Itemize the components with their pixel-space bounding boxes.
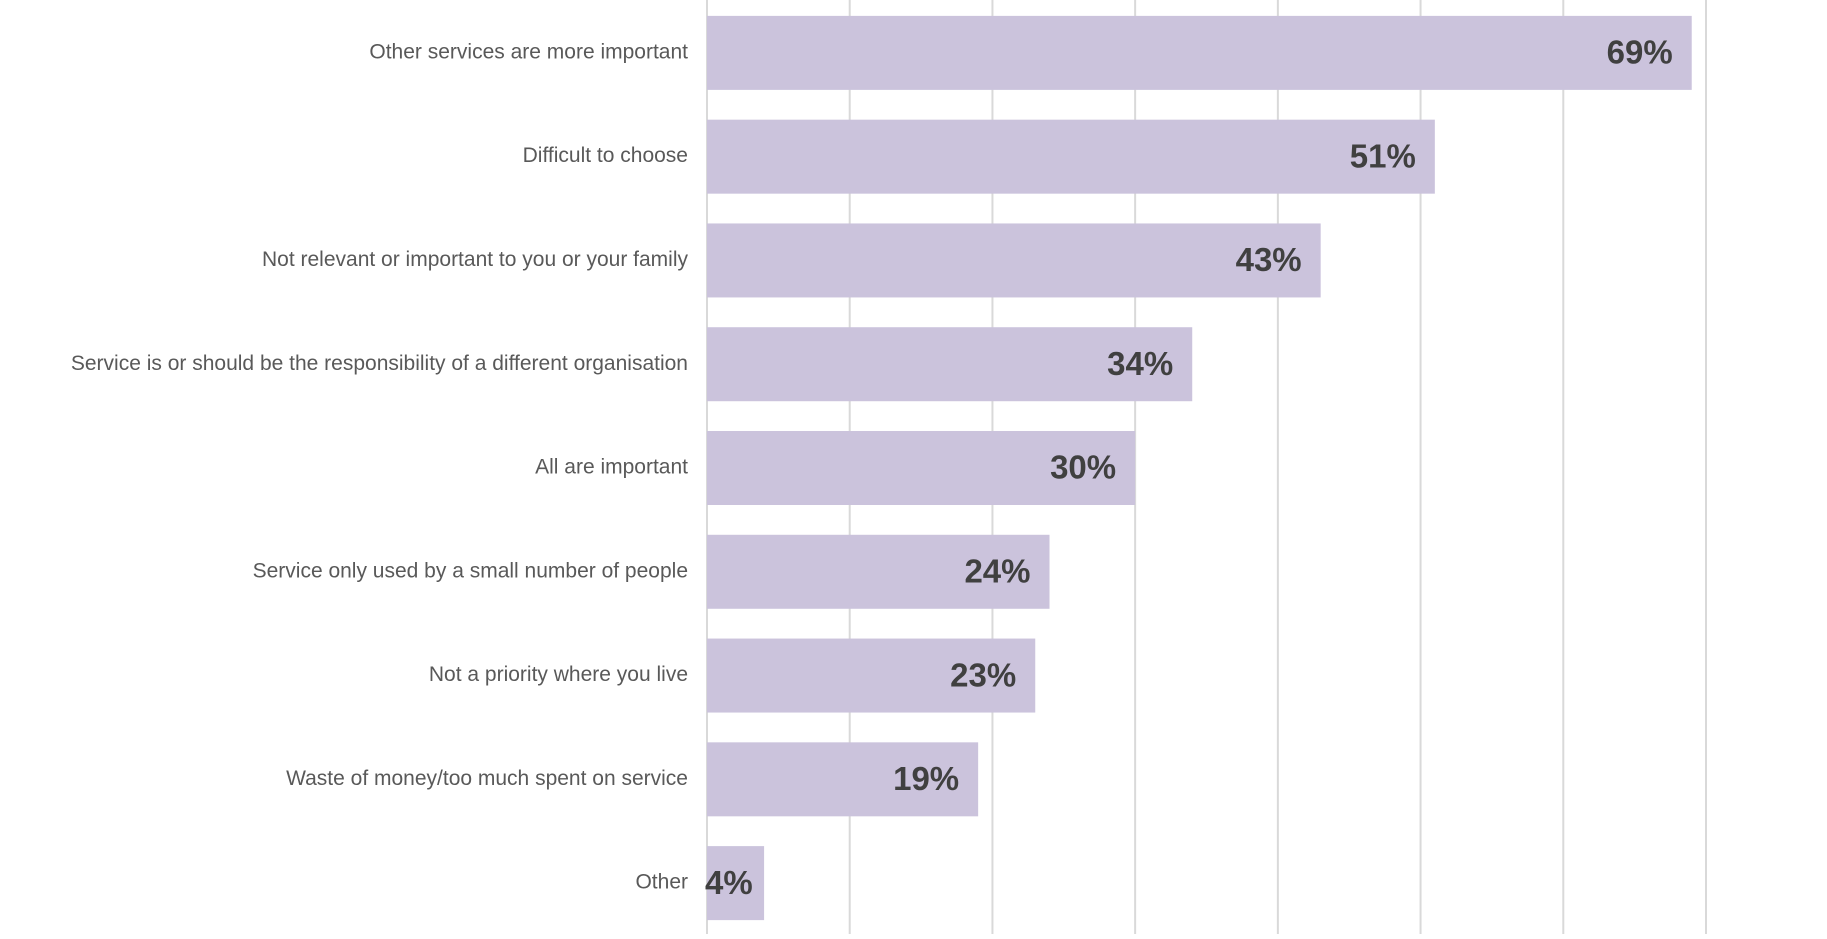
value-label: 43% bbox=[1236, 241, 1302, 278]
value-label: 51% bbox=[1350, 137, 1416, 174]
value-label: 4% bbox=[705, 864, 753, 901]
bar bbox=[707, 534, 1050, 609]
bar bbox=[707, 15, 1692, 90]
value-label: 24% bbox=[964, 552, 1030, 589]
bar bbox=[707, 846, 765, 921]
category-label: Other bbox=[635, 871, 688, 894]
category-label: Service is or should be the responsibili… bbox=[71, 352, 688, 375]
bar bbox=[707, 119, 1435, 194]
category-label: Waste of money/too much spent on service bbox=[286, 767, 688, 790]
category-label: Other services are more important bbox=[369, 40, 688, 63]
bar bbox=[707, 638, 1036, 713]
value-label: 69% bbox=[1607, 34, 1673, 71]
value-label: 23% bbox=[950, 656, 1016, 693]
category-label: Not relevant or important to you or your… bbox=[262, 248, 689, 271]
value-label: 30% bbox=[1050, 449, 1116, 486]
bar bbox=[707, 431, 1136, 505]
category-label: Difficult to choose bbox=[523, 144, 688, 167]
bar bbox=[707, 327, 1193, 402]
category-label: Not a priority where you live bbox=[429, 663, 688, 686]
category-label: Service only used by a small number of p… bbox=[253, 559, 688, 582]
value-label: 34% bbox=[1107, 345, 1173, 382]
category-label: All are important bbox=[535, 456, 688, 479]
bar bbox=[707, 742, 979, 817]
bar bbox=[707, 223, 1321, 298]
value-label: 19% bbox=[893, 760, 959, 797]
